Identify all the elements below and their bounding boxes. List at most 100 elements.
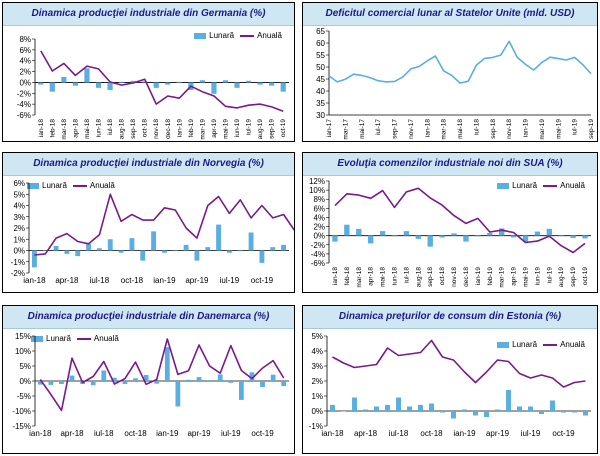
y-tick-label: 45: [316, 75, 325, 84]
legend-bar-swatch: [497, 182, 510, 189]
y-tick-label: 2%: [311, 377, 323, 386]
x-tick-label: mai-19: [523, 267, 530, 287]
bar: [61, 77, 67, 83]
bar: [53, 246, 59, 251]
y-tick-label: -5%: [17, 392, 31, 401]
bar: [534, 231, 541, 236]
bar: [561, 411, 566, 413]
y-tick-label: 12%: [309, 177, 325, 186]
y-tick-label: 5%: [311, 332, 323, 341]
bar: [440, 411, 445, 413]
panel-estonia: Dinamica preţurilor de consum din Estoni…: [302, 305, 598, 454]
x-tick-label: iul-18: [473, 119, 480, 135]
bar: [344, 224, 350, 236]
x-tick-label: aug-18: [119, 119, 126, 140]
x-tick-label: nov-18: [451, 267, 458, 287]
chart-title: Dinamica producţiei industriale din Norv…: [3, 153, 294, 176]
bar: [572, 411, 577, 413]
chart-us-orders: -6%-4%-2%0%2%4%6%8%10%12% ian-18 feb-18 mar…: [309, 177, 591, 288]
y-tick-label: 8%: [313, 195, 325, 204]
x-tick-label: iul-19: [221, 429, 241, 438]
panel-us-orders: Evoluţia comenzilor industriale noi din …: [302, 152, 598, 293]
bar: [222, 80, 229, 83]
bar: [172, 250, 178, 252]
chart-estonia: -1% 0% 1% 2% 3% 4% 5% ian-18 apr-18 iul-18 oct-18 i…: [309, 332, 591, 438]
x-tick-label: aug-18: [415, 267, 422, 288]
y-tick-label: 50: [316, 63, 325, 72]
legend-bar-swatch: [31, 335, 43, 342]
legend-line-swatch: [76, 337, 91, 340]
bar: [352, 397, 357, 411]
legend-bar-swatch: [27, 182, 39, 189]
x-tick-label: nov-18: [153, 119, 160, 139]
legend-bar-swatch: [497, 341, 510, 348]
y-tick-label: 6%: [19, 46, 31, 55]
y-tick-label: 4%: [311, 347, 323, 356]
bar: [368, 235, 374, 244]
bar: [363, 409, 368, 411]
y-tick-label: 1%: [13, 235, 25, 244]
chart-us-trade: 30 35 40 45 50 55 60 65 ian-17 mar-17 mai-17 iul-17…: [316, 27, 595, 140]
bar: [379, 231, 386, 236]
bar: [270, 374, 276, 381]
y-tick-label: 5%: [13, 190, 25, 199]
y-tick-label: 30: [316, 111, 325, 120]
x-tick-label: mai-19: [555, 119, 562, 139]
y-tick-label: -2%: [311, 241, 325, 250]
series-line: [334, 187, 586, 254]
x-tick-label: ian-19: [153, 276, 176, 285]
bar: [107, 239, 113, 251]
y-tick-label: 3%: [13, 213, 25, 222]
x-tick-label: iun-18: [96, 119, 103, 137]
bar: [332, 235, 338, 242]
legend-bar-swatch: [194, 32, 207, 39]
x-tick-label: oct-19: [582, 267, 589, 285]
x-tick-label: ian-17: [326, 119, 333, 137]
x-tick-label: mar-19: [199, 119, 206, 140]
legend-line: Anuală: [240, 31, 282, 40]
bar: [217, 374, 223, 381]
chart-title: Deficitul comercial lunar al Statelor Un…: [303, 3, 597, 26]
x-tick-label: oct-18: [142, 119, 149, 137]
chart-title: Dinamica preţurilor de consum din Estoni…: [303, 306, 597, 329]
bar: [528, 406, 533, 411]
bar: [133, 378, 138, 381]
bar: [101, 370, 107, 381]
chart-legend: Lunară Anuală: [497, 340, 585, 349]
bar: [238, 381, 244, 400]
y-tick-label: 2%: [313, 223, 325, 232]
bar: [281, 381, 287, 387]
y-tick-label: 65: [316, 27, 325, 36]
x-tick-label: feb-19: [188, 119, 195, 138]
x-tick-label: iul-17: [375, 119, 382, 135]
y-tick-label: -4%: [17, 100, 31, 109]
x-tick-label: aug-19: [257, 119, 264, 140]
bar: [96, 248, 102, 251]
y-tick-label: 0%: [19, 78, 31, 87]
chart-legend: Lunară Anuală: [497, 181, 585, 190]
bar: [341, 411, 346, 412]
x-tick-label: dec-18: [463, 267, 470, 287]
x-tick-label: nov-17: [408, 119, 415, 139]
y-tick-label: 1%: [311, 392, 323, 401]
y-tick-label: 6%: [13, 179, 25, 188]
bar: [427, 235, 433, 247]
panel-denmark: Dinamica producţiei industriale din Dane…: [2, 305, 295, 454]
bar: [510, 235, 517, 238]
bar: [270, 247, 276, 251]
y-tick-label: 3%: [311, 362, 323, 371]
bar: [451, 411, 456, 419]
x-tick-label: ian-18: [424, 119, 431, 137]
bar: [107, 82, 113, 91]
x-tick-label: mai-18: [380, 267, 387, 287]
x-tick-label: ian-18: [29, 429, 52, 438]
bar: [164, 347, 170, 381]
bar: [42, 250, 48, 252]
legend-line-label: Anuală: [93, 334, 119, 343]
bar: [281, 244, 287, 251]
chart-norway: -2% -1% 0% 1% 2% 3% 4% 5% 6% ian-18 apr-18 iul-18 oc…: [11, 179, 294, 285]
legend-line-label: Anuală: [257, 31, 282, 40]
y-tick-label: 0%: [19, 377, 31, 386]
bar: [506, 390, 511, 411]
legend-line: Anuală: [543, 181, 585, 190]
